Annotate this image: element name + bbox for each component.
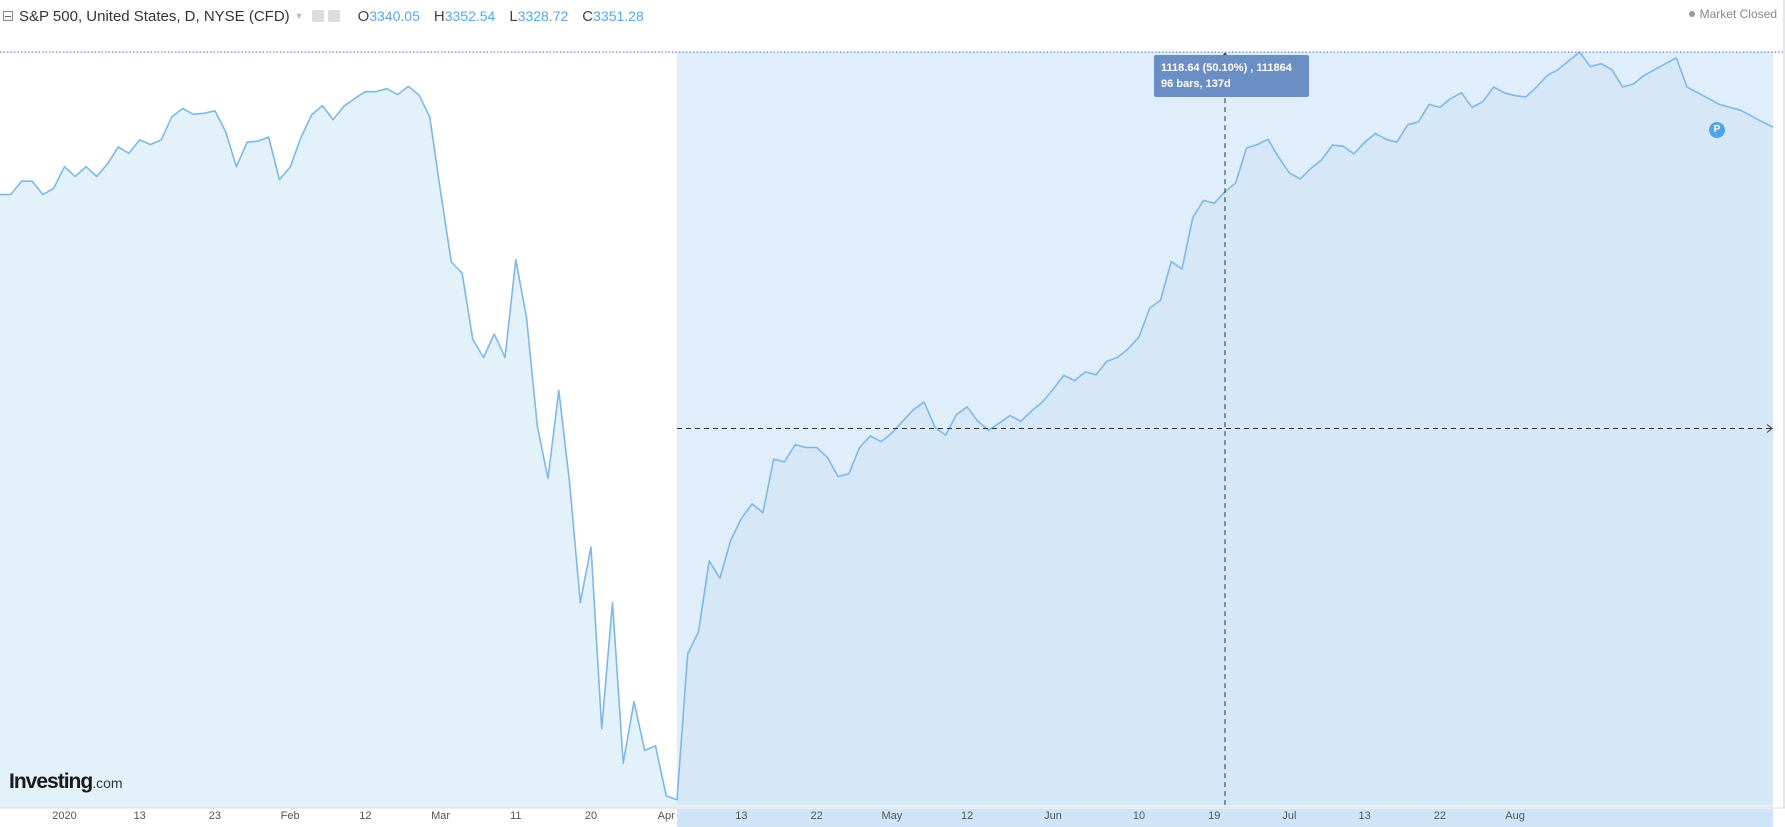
market-status-dot-icon xyxy=(1688,11,1695,17)
marker-badge-icon[interactable]: P xyxy=(1709,122,1725,138)
ohlc-close-value: 3351.28 xyxy=(593,8,644,24)
brand-suffix: .com xyxy=(92,775,123,791)
collapse-icon[interactable] xyxy=(3,11,13,21)
ohlc-low-value: 3328.72 xyxy=(517,8,569,24)
chart-legend: S&P 500, United States, D, NYSE (CFD) ▼ … xyxy=(0,5,644,27)
ohlc-high: H 3352.54 xyxy=(434,8,495,25)
ohlc-low: L 3328.72 xyxy=(509,8,568,25)
ohlc-close-label: C xyxy=(582,7,594,25)
ohlc-high-label: H xyxy=(433,7,445,25)
ohlc-close: C 3351.28 xyxy=(582,8,643,25)
investing-logo: Investing.com xyxy=(9,770,123,794)
ohlc-low-label: L xyxy=(509,7,518,25)
symbol-title[interactable]: S&P 500, United States, D, NYSE (CFD) xyxy=(19,7,290,25)
market-status: Market Closed xyxy=(1688,7,1777,21)
visibility-icon[interactable] xyxy=(311,10,324,22)
market-status-text: Market Closed xyxy=(1699,7,1777,21)
measure-tooltip-bars: 96 bars, 137d xyxy=(1161,78,1231,90)
brand-name: Investing xyxy=(9,770,93,793)
measure-tooltip-change: 1118.64 (50.10%) , 111864 xyxy=(1161,62,1292,74)
arrow-right-icon xyxy=(1766,424,1773,433)
ohlc-open-label: O xyxy=(357,7,370,25)
ohlc-high-value: 3352.54 xyxy=(444,8,496,24)
ohlc-open: O 3340.05 xyxy=(358,8,420,25)
measure-tooltip: 1118.64 (50.10%) , 111864 96 bars, 137d xyxy=(1154,55,1309,97)
x-axis-range-highlight xyxy=(676,809,1773,827)
dropdown-caret-icon[interactable]: ▼ xyxy=(294,11,304,21)
settings-icon[interactable] xyxy=(327,10,340,22)
price-line xyxy=(0,51,1774,801)
ohlc-open-value: 3340.05 xyxy=(369,8,420,24)
